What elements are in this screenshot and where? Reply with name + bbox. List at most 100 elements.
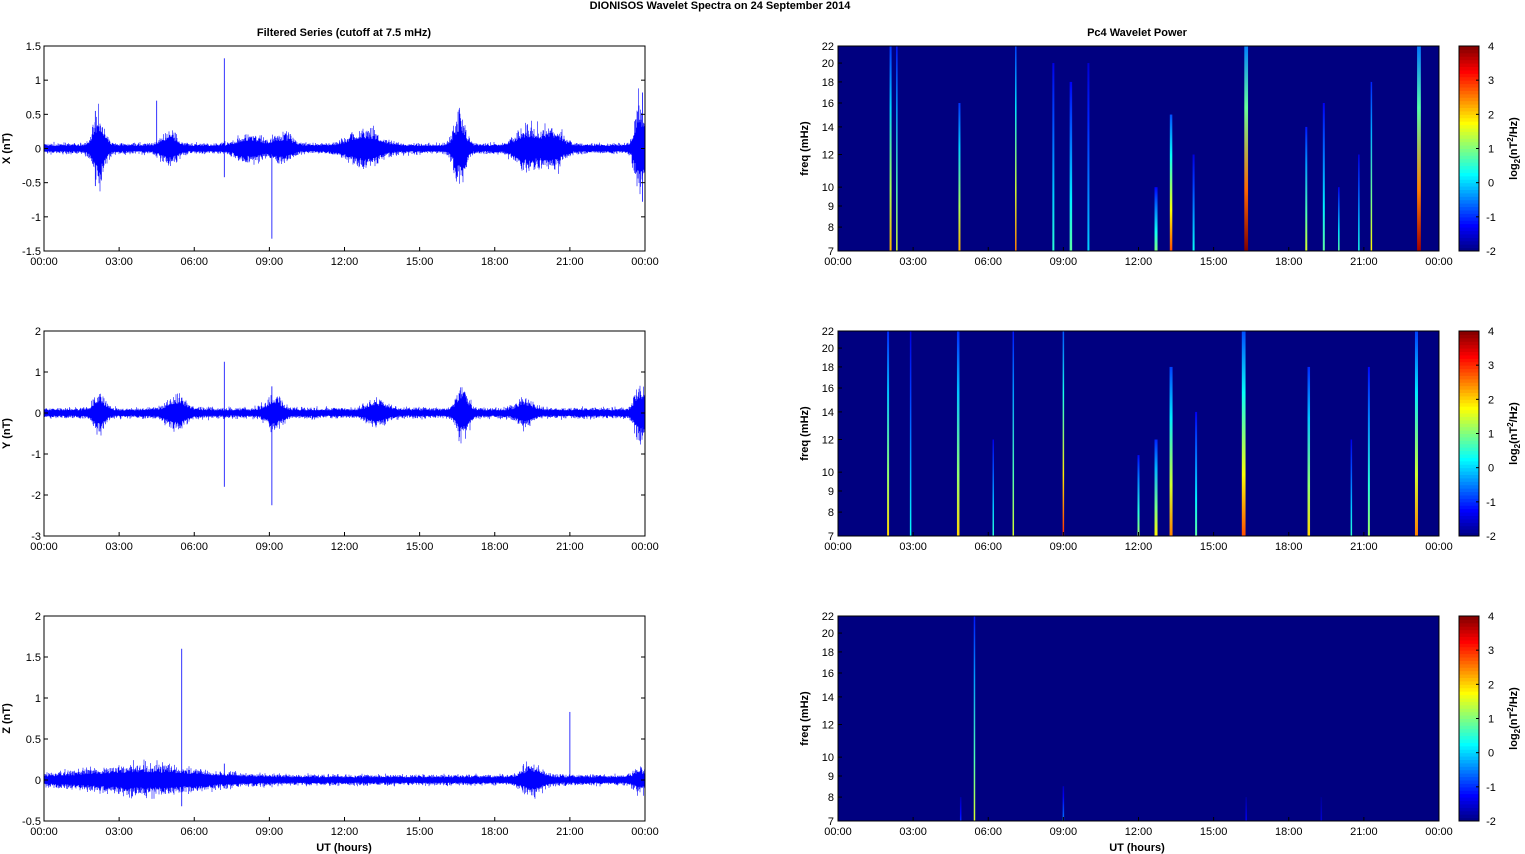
heatmap-xtick-label: 09:00 bbox=[1050, 826, 1078, 838]
colorbar-cell bbox=[1459, 639, 1479, 644]
ytick-label: 9 bbox=[828, 201, 834, 213]
ytick-label: 0 bbox=[35, 144, 41, 156]
colorbar-cell bbox=[1459, 148, 1479, 153]
colorbar-tick-label: -1 bbox=[1486, 212, 1496, 224]
colorbar-cell bbox=[1459, 46, 1479, 50]
colorbar-cell bbox=[1459, 762, 1479, 767]
colorbar-cell bbox=[1459, 443, 1479, 448]
ytick-label: -1 bbox=[31, 449, 41, 461]
colorbar-cell bbox=[1459, 735, 1479, 740]
heatmap-streak bbox=[973, 616, 976, 821]
heatmap-streak bbox=[1358, 154, 1360, 251]
colorbar-cell bbox=[1459, 344, 1479, 349]
heatmap-xtick-label: 03:00 bbox=[899, 541, 927, 553]
colorbar-cell bbox=[1459, 684, 1479, 689]
colorbar: -2 -1 0 1 2 3 4 log2(nT2/Hz) bbox=[1458, 326, 1522, 543]
colorbar-cell bbox=[1459, 663, 1479, 668]
ylabel: freq (mHz) bbox=[799, 406, 811, 461]
heatmap-xtick-label: 03:00 bbox=[899, 826, 927, 838]
heatmap-xtick-label: 06:00 bbox=[974, 826, 1002, 838]
colorbar-cell bbox=[1459, 674, 1479, 678]
heatmap-streak bbox=[1244, 46, 1249, 251]
colorbar-cell bbox=[1459, 803, 1479, 808]
colorbar-cell bbox=[1459, 337, 1479, 342]
heatmap-streak bbox=[1062, 786, 1065, 821]
colorbar-cell bbox=[1459, 128, 1479, 132]
colorbar-cell bbox=[1459, 141, 1479, 146]
colorbar-cell bbox=[1459, 447, 1479, 452]
colorbar-cell bbox=[1459, 419, 1479, 424]
series-xtick-label: 03:00 bbox=[105, 541, 133, 553]
colorbar-cell bbox=[1459, 650, 1479, 655]
colorbar: -2 -1 0 1 2 3 4 log2(nT2/Hz) bbox=[1458, 41, 1522, 258]
heatmap-streak bbox=[909, 331, 912, 536]
series-xtick-label: 09:00 bbox=[256, 541, 284, 553]
heatmap-xtick-label: 00:00 bbox=[1425, 826, 1453, 838]
colorbar-cell bbox=[1459, 365, 1479, 370]
heatmap-streak bbox=[1087, 63, 1090, 251]
ytick-label: 16 bbox=[822, 383, 834, 395]
colorbar-label: log2(nT2/Hz) bbox=[1506, 687, 1522, 750]
colorbar-cell bbox=[1459, 783, 1479, 788]
colorbar-cell bbox=[1459, 481, 1479, 486]
ytick-label: 8 bbox=[828, 222, 834, 234]
ytick-label: 2 bbox=[35, 611, 41, 623]
heatmap-xtick-label: 21:00 bbox=[1350, 826, 1378, 838]
colorbar-cell bbox=[1459, 158, 1479, 163]
colorbar-cell bbox=[1459, 505, 1479, 510]
heatmap-xtick-label: 15:00 bbox=[1200, 256, 1228, 268]
colorbar-tick-label: 0 bbox=[1488, 178, 1494, 190]
heatmap-streak bbox=[1015, 46, 1017, 251]
colorbar-cell bbox=[1459, 134, 1479, 139]
colorbar-cell bbox=[1459, 124, 1479, 129]
colorbar-tick-label: 4 bbox=[1488, 326, 1494, 338]
colorbar-cell bbox=[1459, 759, 1479, 764]
colorbar-cell bbox=[1459, 667, 1479, 672]
colorbar-cell bbox=[1459, 69, 1479, 74]
colorbar-cell bbox=[1459, 216, 1479, 221]
colorbar-cell bbox=[1459, 457, 1479, 462]
heatmap-streak bbox=[1154, 439, 1158, 536]
colorbar-cell bbox=[1459, 76, 1479, 81]
colorbar-tick-label: 1 bbox=[1488, 714, 1494, 726]
ytick-label: 8 bbox=[828, 507, 834, 519]
heatmap-streak bbox=[1307, 366, 1311, 536]
colorbar-cell bbox=[1459, 491, 1479, 496]
colorbar-tick-label: 4 bbox=[1488, 611, 1494, 623]
series-xtick-label: 15:00 bbox=[406, 541, 434, 553]
series-xtick-label: 12:00 bbox=[331, 826, 359, 838]
series-xtick-label: 00:00 bbox=[30, 541, 58, 553]
series-xtick-label: 00:00 bbox=[631, 826, 659, 838]
ylabel: X (nT) bbox=[1, 133, 13, 164]
heatmap-streak bbox=[956, 331, 960, 536]
series-xtick-label: 15:00 bbox=[406, 256, 434, 268]
heatmap-xtick-label: 18:00 bbox=[1275, 256, 1303, 268]
heatmap-xtick-label: 00:00 bbox=[824, 826, 852, 838]
series-xtick-label: 09:00 bbox=[256, 256, 284, 268]
colorbar-cell bbox=[1459, 715, 1479, 719]
colorbar-cell bbox=[1459, 515, 1479, 520]
colorbar-cell bbox=[1459, 643, 1479, 648]
colorbar-cell bbox=[1459, 104, 1479, 108]
heatmap-streak bbox=[1350, 439, 1353, 536]
series-xtick-label: 12:00 bbox=[331, 541, 359, 553]
colorbar-cell bbox=[1459, 508, 1479, 513]
colorbar-cell bbox=[1459, 378, 1479, 383]
series-xtick-label: 09:00 bbox=[256, 826, 284, 838]
heatmap-streak bbox=[1245, 797, 1247, 821]
series-xtick-label: 00:00 bbox=[30, 256, 58, 268]
ytick-label: 20 bbox=[822, 343, 834, 355]
colorbar-cell bbox=[1459, 532, 1479, 537]
ytick-label: 22 bbox=[822, 326, 834, 338]
ytick-label: -0.5 bbox=[22, 178, 41, 190]
colorbar-cell bbox=[1459, 145, 1479, 149]
heatmap-xtick-label: 00:00 bbox=[1425, 541, 1453, 553]
colorbar-cell bbox=[1459, 454, 1479, 458]
ytick-label: 0.5 bbox=[26, 109, 41, 121]
plot-area bbox=[44, 331, 645, 536]
ytick-label: 0 bbox=[35, 408, 41, 420]
colorbar-tick-label: 0 bbox=[1488, 748, 1494, 760]
